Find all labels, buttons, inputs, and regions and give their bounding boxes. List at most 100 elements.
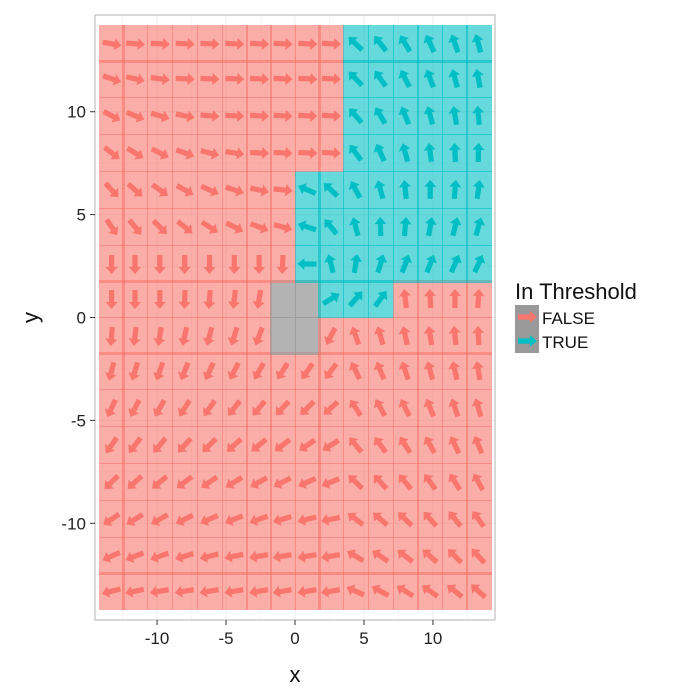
arrow-false	[228, 255, 241, 274]
arrow-true	[398, 106, 412, 126]
arrow-false	[421, 584, 440, 599]
arrow-false	[175, 37, 195, 50]
arrow-false	[321, 37, 341, 50]
arrow-false	[153, 255, 166, 274]
arrow-false	[423, 473, 438, 491]
arrow-true	[374, 217, 387, 237]
arrow-false	[252, 399, 267, 416]
arrow-false	[127, 474, 144, 489]
legend-items: FALSE TRUE	[515, 305, 595, 353]
arrow-false	[299, 437, 317, 452]
arrow-false	[371, 584, 390, 598]
arrow-false	[448, 511, 463, 528]
arrow-false	[273, 514, 292, 526]
arrow-false	[227, 361, 241, 380]
arrow-false	[104, 398, 118, 418]
arrow-false	[323, 400, 340, 415]
arrow-false	[201, 474, 219, 489]
x-axis-ticks: -10 -5 0 5 10	[145, 620, 442, 648]
arrow-false	[105, 326, 118, 346]
arrow-true	[321, 292, 340, 306]
arrow-false	[129, 255, 141, 274]
arrow-false	[199, 551, 219, 563]
arrow-true	[473, 217, 485, 237]
y-tick-label: -10	[61, 514, 86, 533]
arrow-false	[128, 436, 143, 454]
arrow-false	[203, 255, 216, 274]
arrow-false	[200, 183, 219, 197]
arrow-false	[448, 361, 461, 381]
x-tick-label: 10	[423, 629, 442, 648]
arrow-false	[298, 72, 318, 85]
vector-arrows	[101, 34, 487, 600]
arrow-true	[373, 35, 389, 53]
arrow-false	[152, 474, 169, 489]
arrow-false	[472, 289, 485, 309]
arrow-false	[128, 398, 142, 417]
arrow-false	[249, 585, 269, 598]
arrow-false	[104, 473, 120, 490]
arrow-false	[324, 362, 339, 379]
legend-label: FALSE	[542, 309, 595, 328]
arrow-false	[178, 361, 191, 381]
arrow-false	[470, 584, 487, 600]
arrow-false	[252, 289, 265, 309]
arrow-true	[423, 106, 436, 126]
arrow-true	[424, 254, 437, 274]
arrow-false	[423, 326, 436, 346]
arrow-false	[349, 326, 362, 346]
arrow-false	[348, 362, 362, 381]
arrow-false	[471, 398, 484, 418]
arrow-false	[276, 254, 289, 274]
arrow-false	[176, 474, 194, 489]
arrow-false	[346, 584, 365, 598]
arrow-false	[372, 549, 390, 564]
arrow-false	[423, 436, 437, 455]
arrow-false	[252, 361, 266, 380]
arrow-false	[373, 474, 389, 491]
arrow-true	[372, 291, 388, 308]
tile-na	[295, 317, 321, 355]
arrow-false	[200, 147, 220, 160]
arrow-false	[396, 584, 415, 599]
arrow-false	[447, 549, 464, 565]
arrow-false	[227, 289, 240, 309]
arrow-false	[149, 585, 170, 598]
arrow-false	[300, 399, 316, 416]
arrow-true	[399, 179, 411, 200]
arrow-false	[448, 398, 461, 418]
arrow-false	[398, 512, 414, 528]
y-axis-title: y	[18, 312, 43, 323]
arrow-true	[349, 217, 361, 237]
arrow-false	[150, 73, 170, 86]
arrow-false	[449, 289, 462, 309]
tile-na	[270, 280, 296, 318]
arrow-true	[448, 69, 461, 89]
arrow-false	[200, 37, 220, 50]
arrow-false	[471, 511, 486, 529]
arrow-false	[249, 109, 270, 122]
arrow-true	[298, 183, 317, 196]
arrow-false	[103, 181, 119, 198]
arrow-false	[349, 437, 364, 454]
arrow-false	[225, 37, 245, 50]
arrow-false	[471, 548, 487, 565]
arrow-false	[373, 361, 387, 381]
arrow-false	[224, 184, 244, 197]
arrow-false	[300, 362, 315, 380]
arrow-false	[125, 73, 145, 86]
arrow-false	[200, 219, 218, 234]
arrow-false	[200, 513, 219, 526]
legend: In Threshold FALSE TRUE	[515, 279, 637, 353]
arrow-false	[251, 437, 268, 452]
arrow-false	[150, 146, 169, 160]
arrow-false	[125, 38, 145, 51]
arrow-false	[298, 109, 318, 122]
arrow-false	[225, 147, 245, 160]
arrow-false	[448, 473, 462, 492]
arrow-false	[348, 475, 364, 491]
arrow-false	[252, 326, 265, 346]
arrow-false	[225, 220, 244, 234]
arrow-false	[274, 437, 292, 452]
arrow-false	[273, 147, 293, 160]
